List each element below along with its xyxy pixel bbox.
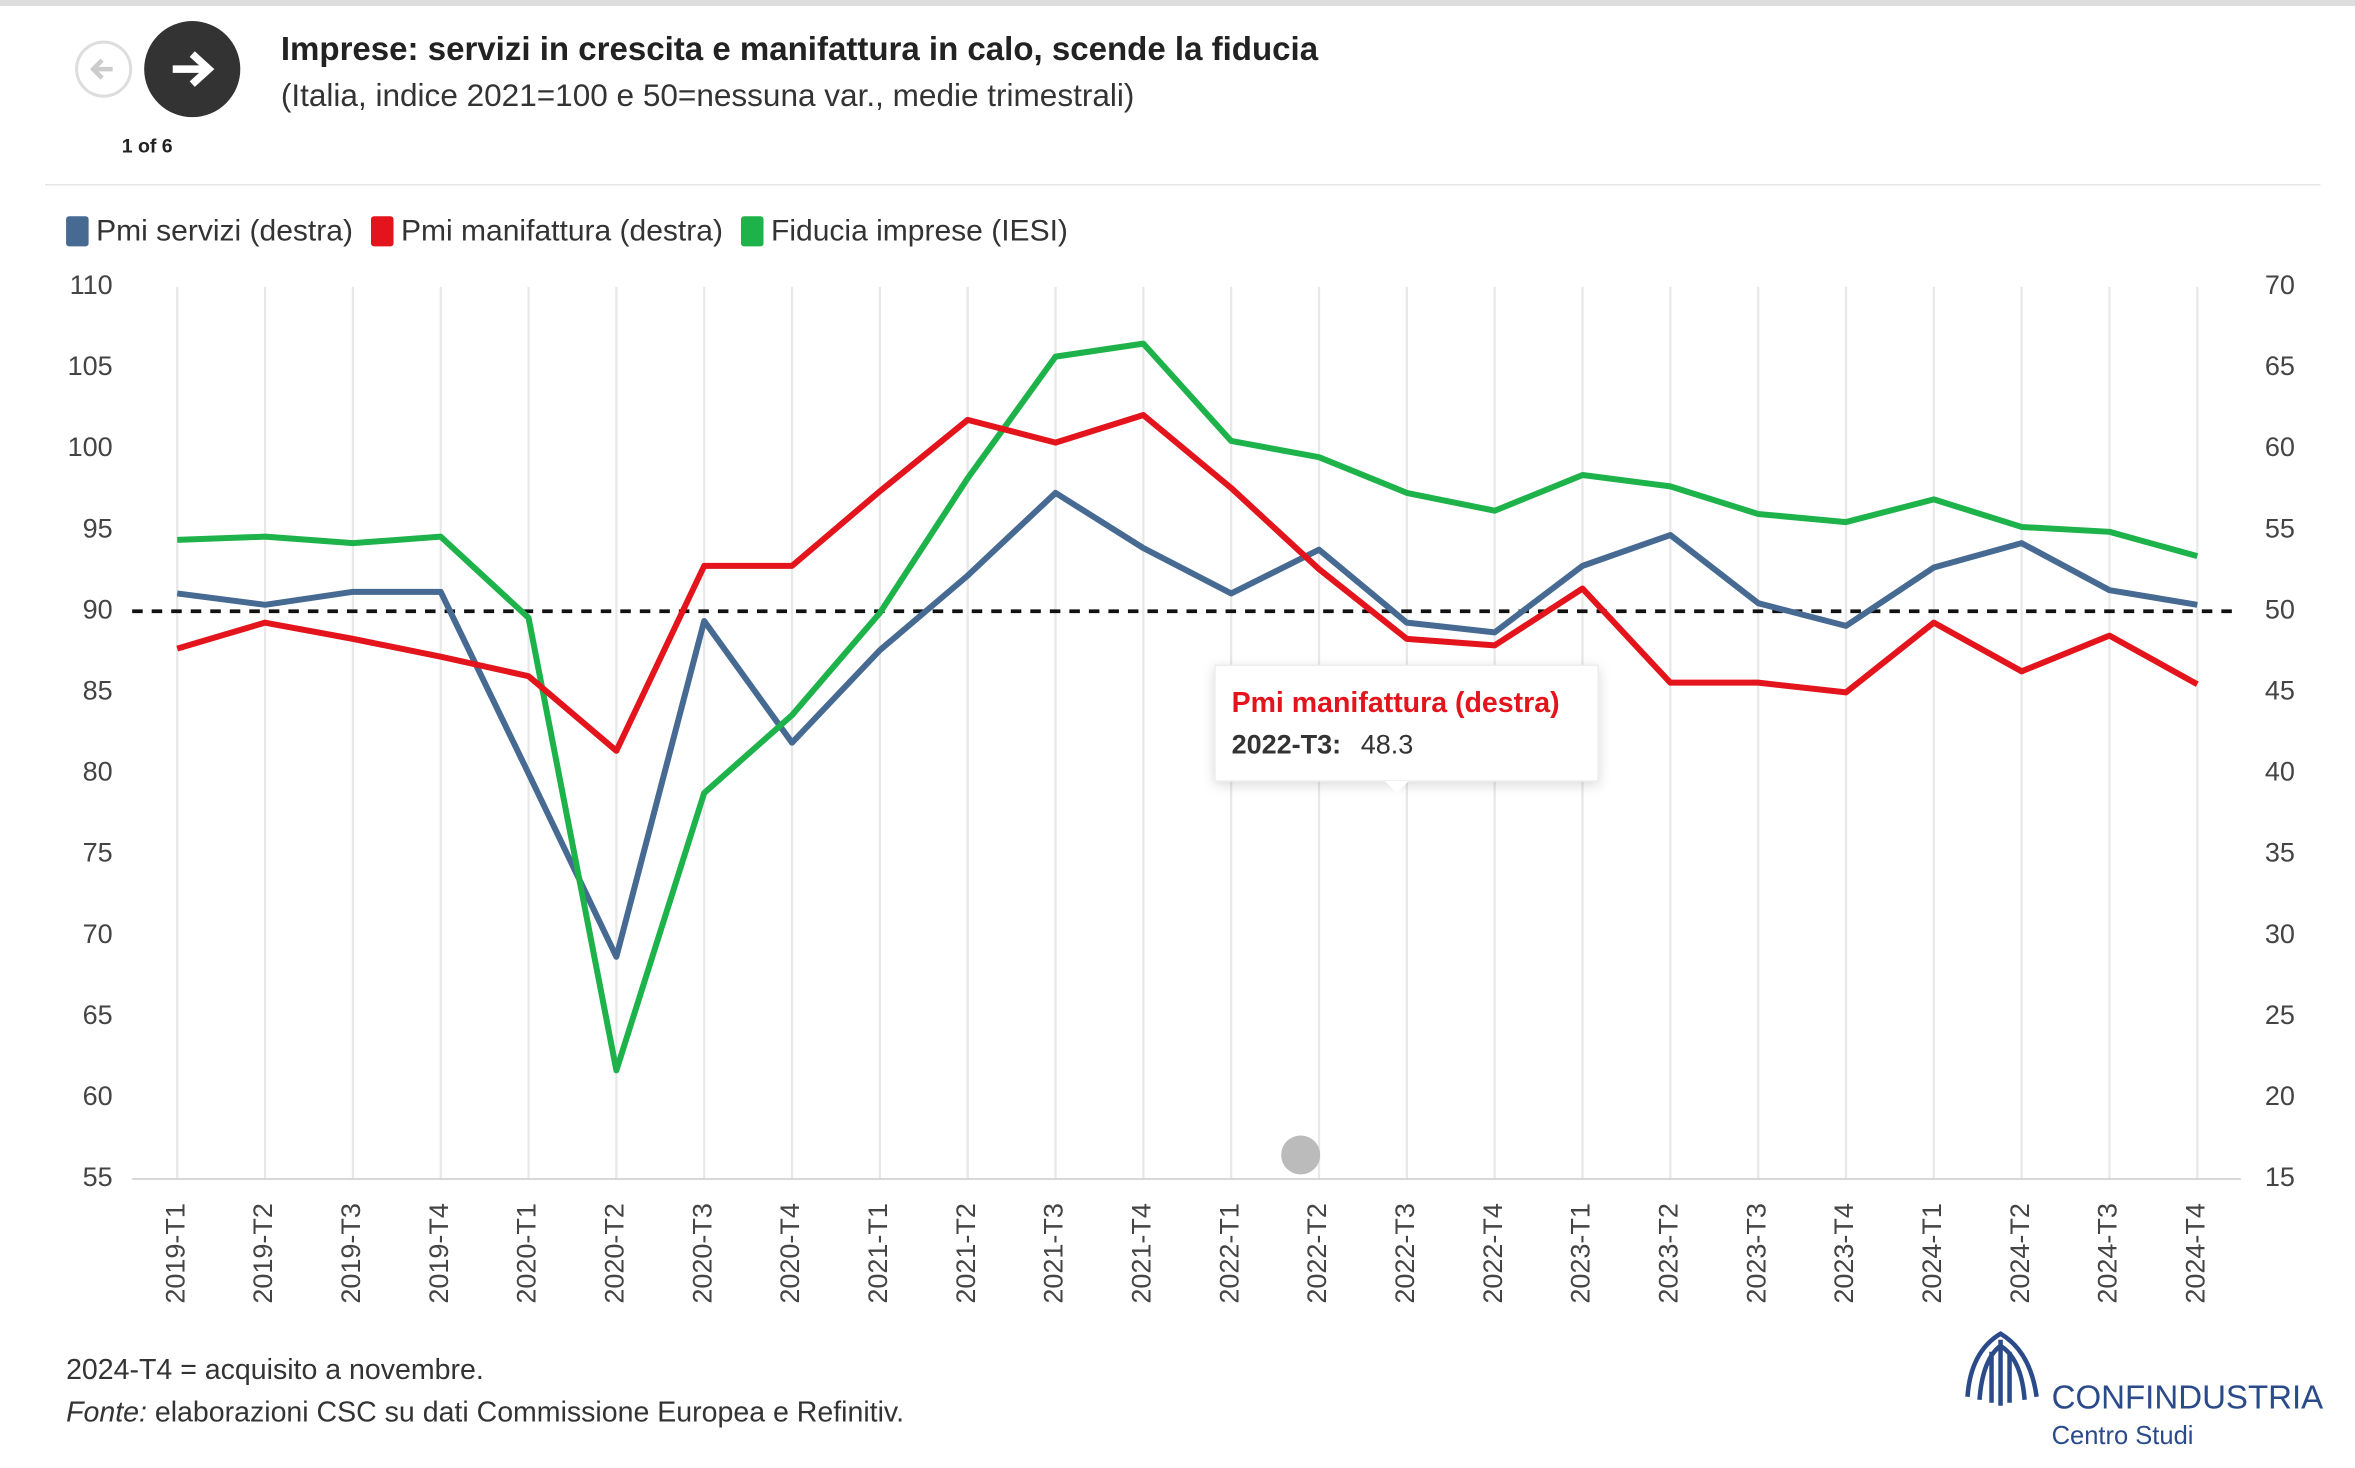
y2-tick-label: 55 [2265, 513, 2295, 543]
x-tick-label: 2020-T3 [687, 1203, 717, 1304]
x-tick-label: 2021-T4 [1126, 1203, 1156, 1304]
y2-tick-label: 20 [2265, 1081, 2295, 1111]
y-tick-label: 55 [83, 1162, 113, 1192]
y2-tick-label: 25 [2265, 1000, 2295, 1030]
x-tick-label: 2022-T1 [1214, 1203, 1244, 1304]
y2-tick-label: 15 [2265, 1162, 2295, 1192]
tooltip-box [1214, 664, 1599, 782]
y2-tick-label: 45 [2265, 676, 2295, 706]
legend-label: Fiducia imprese (IESI) [771, 215, 1068, 248]
chart-subtitle: (Italia, indice 2021=100 e 50=nessuna va… [281, 77, 1135, 113]
tooltip-title: Pmi manifattura (destra) [1232, 687, 1560, 719]
x-tick-label: 2021-T2 [951, 1203, 981, 1304]
y2-tick-label: 35 [2265, 838, 2295, 868]
y-tick-label: 70 [83, 919, 113, 949]
y2-tick-label: 50 [2265, 594, 2295, 624]
y-tick-label: 110 [70, 270, 113, 300]
series-line [177, 340, 2199, 1074]
y2-tick-label: 60 [2265, 432, 2295, 462]
x-tick-label: 2021-T1 [863, 1203, 893, 1304]
y-tick-label: 85 [83, 676, 113, 706]
series-line [176, 412, 2199, 754]
note: 2024-T4 = acquisito a novembre. [66, 1354, 484, 1386]
x-tick-label: 2022-T4 [1478, 1203, 1508, 1304]
source-label: Fonte: [66, 1396, 147, 1428]
plot: 2019-T1 2019-T2 2019-T3 2019-T4 2020-T1 2020-… [66, 215, 2295, 1304]
y-tick-label: 80 [83, 757, 113, 787]
source-text: elaborazioni CSC su dati Commissione Eur… [147, 1396, 904, 1428]
y-tick-label: 65 [83, 1000, 113, 1030]
legend-label: Pmi servizi (destra) [96, 215, 353, 248]
x-tick-label: 2022-T2 [1302, 1203, 1332, 1304]
x-tick-label: 2023-T2 [1653, 1203, 1683, 1304]
x-tick-label: 2024-T1 [1917, 1203, 1947, 1304]
logo-mark [1965, 1331, 2039, 1406]
legend-swatch [66, 216, 89, 247]
y-tick-label: 100 [68, 432, 113, 462]
logo-name: CONFINDUSTRIA [2052, 1380, 2324, 1417]
top-bar [0, 0, 2355, 7]
x-tick-label: 2020-T2 [600, 1203, 630, 1304]
chart-title: Imprese: servizi in crescita e manifattu… [281, 31, 1319, 68]
y-tick-label: 60 [83, 1081, 113, 1111]
tooltip-label: 2022-T3: [1232, 730, 1342, 760]
legend-label: Pmi manifattura (destra) [401, 215, 723, 248]
legend-swatch [370, 216, 394, 247]
x-tick-label: 2019-T1 [160, 1203, 190, 1304]
x-tick-label: 2019-T3 [336, 1203, 366, 1304]
y-tick-label: 75 [83, 838, 113, 868]
next-icon [172, 51, 215, 87]
y-tick-label: 90 [83, 594, 113, 624]
logo: CONFINDUSTRIA Centro Studi [1965, 1331, 2324, 1450]
scroll-handle[interactable] [1281, 1135, 1321, 1175]
tooltip-value: 48.3 [1361, 730, 1414, 760]
x-tick-label: 2020-T4 [775, 1203, 805, 1304]
x-tick-label: 2023-T3 [1741, 1203, 1771, 1304]
y2-tick-label: 65 [2265, 351, 2295, 381]
legend-swatch [740, 216, 764, 247]
y-tick-label: 95 [83, 513, 113, 543]
x-tick-label: 2024-T4 [2180, 1203, 2210, 1304]
y-tick-label: 105 [68, 351, 113, 381]
prev-icon [89, 58, 113, 80]
y2-tick-label: 70 [2265, 270, 2295, 300]
x-tick-label: 2019-T2 [248, 1203, 278, 1304]
series-line [176, 489, 2198, 960]
logo-sub: Centro Studi [2052, 1422, 2194, 1450]
x-tick-label: 2019-T4 [424, 1203, 454, 1304]
x-tick-label: 2023-T1 [1566, 1203, 1596, 1304]
x-tick-label: 2023-T4 [1829, 1203, 1859, 1304]
y2-tick-label: 30 [2265, 919, 2295, 949]
tooltip-arrow [1384, 781, 1409, 794]
page-counter: 1 of 6 [122, 135, 173, 157]
y2-tick-label: 40 [2265, 757, 2295, 787]
x-tick-label: 2020-T1 [512, 1203, 542, 1304]
x-tick-label: 2024-T2 [2005, 1203, 2035, 1304]
x-tick-label: 2024-T3 [2093, 1203, 2123, 1304]
x-tick-label: 2021-T3 [1039, 1203, 1069, 1304]
tooltip: Pmi manifattura (destra) 2022-T3: 48.3 [1214, 664, 1599, 794]
source: Fonte: elaborazioni CSC su dati Commissi… [66, 1396, 904, 1428]
x-tick-label: 2022-T3 [1390, 1203, 1420, 1304]
